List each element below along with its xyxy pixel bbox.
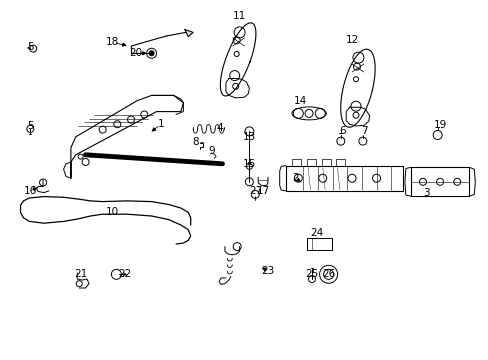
Text: 5: 5 bbox=[27, 121, 34, 131]
Text: 5: 5 bbox=[27, 42, 34, 52]
Circle shape bbox=[149, 51, 154, 56]
Polygon shape bbox=[184, 30, 193, 37]
Text: 22: 22 bbox=[118, 269, 132, 279]
Text: 26: 26 bbox=[321, 269, 335, 279]
Text: 17: 17 bbox=[256, 186, 269, 196]
Text: 15: 15 bbox=[242, 159, 256, 169]
Text: 16: 16 bbox=[23, 186, 37, 196]
Text: 2: 2 bbox=[292, 173, 299, 183]
Text: 11: 11 bbox=[232, 11, 246, 21]
Text: 20: 20 bbox=[129, 48, 142, 58]
Text: 8: 8 bbox=[192, 137, 199, 147]
Text: 1: 1 bbox=[158, 119, 164, 129]
Text: 3: 3 bbox=[422, 188, 429, 198]
Text: 25: 25 bbox=[305, 269, 318, 279]
Text: 10: 10 bbox=[106, 207, 119, 217]
Text: 6: 6 bbox=[338, 126, 345, 136]
Text: 4: 4 bbox=[216, 123, 223, 133]
Text: 9: 9 bbox=[207, 146, 214, 156]
Text: 24: 24 bbox=[309, 228, 323, 238]
Text: 19: 19 bbox=[432, 120, 446, 130]
Text: 18: 18 bbox=[105, 37, 119, 48]
Text: 7: 7 bbox=[360, 126, 367, 136]
Text: 14: 14 bbox=[293, 96, 307, 106]
Text: 23: 23 bbox=[261, 266, 274, 276]
Text: 21: 21 bbox=[74, 269, 87, 279]
Text: 13: 13 bbox=[242, 132, 256, 142]
Text: 12: 12 bbox=[345, 35, 358, 45]
Text: 27: 27 bbox=[249, 186, 263, 196]
